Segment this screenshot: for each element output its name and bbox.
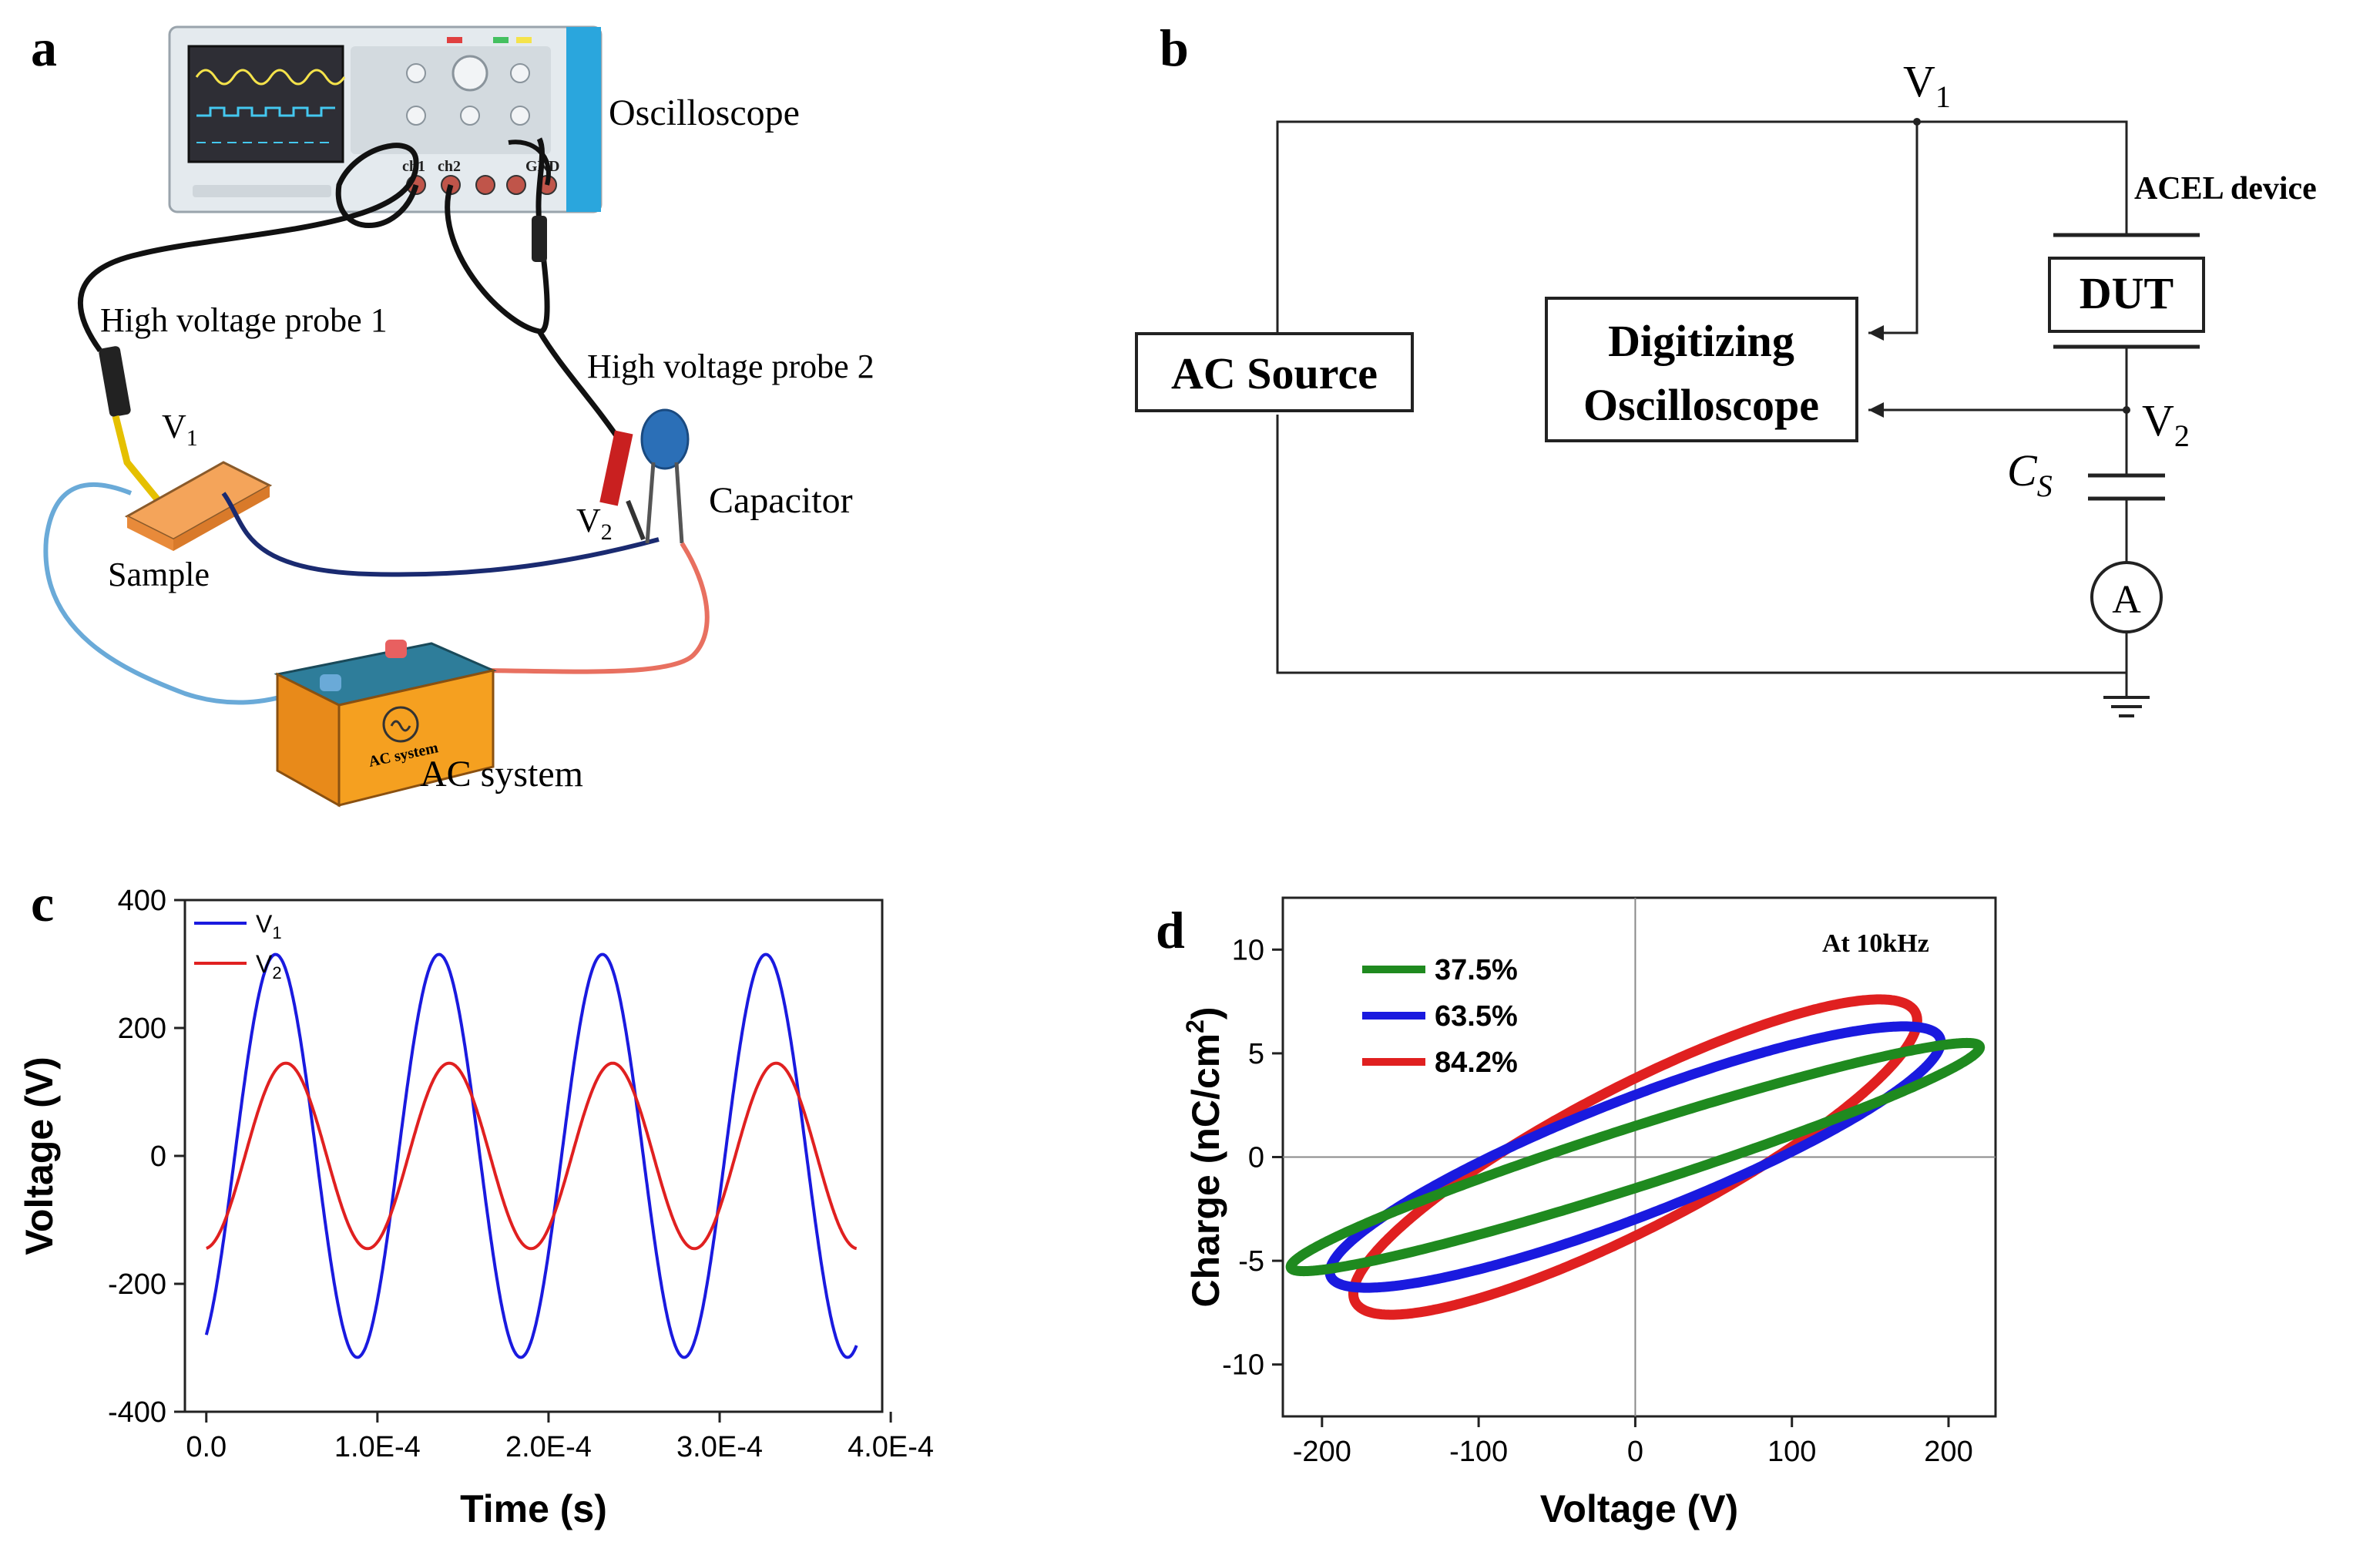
dut-box (2048, 257, 2205, 333)
panel-b-letter: b (1160, 18, 1189, 77)
frequency-annotation: At 10kHz (1822, 929, 1929, 958)
probe-2-v2-label: V2 (576, 502, 613, 545)
acel-device-label: ACEL device (2134, 171, 2317, 207)
capacitor-label: Capacitor (709, 480, 853, 521)
y-axis-label-end: ) (1184, 1006, 1227, 1020)
x-tick-label: 1.0E-4 (334, 1431, 421, 1463)
panel-b-circuit-diagram: b DUT ACEL device AC Source Digitizing O… (1135, 18, 2317, 717)
y-tick-label: -200 (108, 1268, 166, 1301)
x-tick-label: 100 (1767, 1436, 1816, 1468)
legend-label: 37.5% (1435, 954, 1518, 986)
digitizing-oscilloscope-box (1545, 297, 1858, 442)
panel-d-letter: d (1156, 901, 1185, 959)
x-axis-label: Time (s) (460, 1487, 607, 1530)
arrow-v1-to-scope (1868, 325, 1884, 341)
circuit-v1-label: V1 (1903, 56, 1951, 114)
y-tick-label: 5 (1248, 1038, 1264, 1070)
ammeter-icon (2090, 561, 2163, 633)
probe-1-cable (77, 143, 419, 353)
x-tick-label: 4.0E-4 (848, 1431, 934, 1463)
series-line-v1 (204, 952, 858, 1359)
y-axis-label: Charge (nC/cm2) (1181, 1006, 1227, 1307)
probe-1-label: High voltage probe 1 (100, 301, 388, 339)
node-v1 (1913, 118, 1921, 126)
circuit-v2-label: V2 (2142, 395, 2190, 453)
y-tick-label: 0 (1248, 1142, 1264, 1174)
legend-label: V1 (256, 910, 282, 942)
series-line-v2 (206, 1061, 858, 1251)
ac-source-box (1135, 332, 1414, 412)
sample-to-ac-system-wire (43, 482, 294, 705)
y-axis-label-main: Charge (nC/cm (1184, 1033, 1227, 1308)
x-tick-label: 2.0E-4 (505, 1431, 592, 1463)
x-tick-label: 0 (1627, 1436, 1643, 1468)
oscilloscope-device: ch1 ch2 GND (168, 25, 603, 213)
legend-label-sub: 1 (272, 923, 281, 942)
y-tick-label: 200 (118, 1013, 166, 1045)
probe-2-label: High voltage probe 2 (587, 348, 874, 385)
y-tick-label: 400 (118, 885, 166, 917)
ch2-port-label: ch2 (438, 158, 461, 175)
y-tick-label: -5 (1238, 1245, 1264, 1278)
panel-d-charge-voltage-chart: d -200 -100 0 100 200 -10 -5 0 5 10 Voltage (V) Cha… (1156, 896, 1997, 1530)
legend-label: 63.5% (1435, 1000, 1518, 1033)
hysteresis-loop-37.5pct (1285, 1037, 1986, 1277)
panel-c-voltage-waveform-chart: c 0.0 1.0E-4 2.0E-4 3.0E-4 4.0E-4 -400 -200 0 20… (18, 874, 934, 1530)
panel-a-letter: a (31, 18, 57, 77)
legend-label-sub: 2 (272, 963, 281, 983)
ac-system-box: AC system (274, 640, 497, 808)
x-tick-label: -200 (1293, 1436, 1351, 1468)
ground-clip (532, 216, 547, 262)
ammeter-label: A (2112, 578, 2141, 622)
x-tick-label: 3.0E-4 (676, 1431, 763, 1463)
cs-label: CS (2007, 445, 2053, 503)
y-tick-label: -10 (1222, 1349, 1264, 1382)
arrow-v2-to-scope (1868, 402, 1884, 418)
x-axis-label: Voltage (V) (1540, 1487, 1738, 1530)
legend-label: 84.2% (1435, 1046, 1518, 1079)
x-tick-label: 0.0 (186, 1431, 227, 1463)
chart-c: 0.0 1.0E-4 2.0E-4 3.0E-4 4.0E-4 -400 -200 0 200 4… (18, 885, 934, 1530)
panel-c-letter: c (31, 874, 54, 932)
digitizing-label: Digitizing (1608, 316, 1794, 366)
sample-to-capacitor-wire (221, 492, 660, 577)
y-axis-label: Voltage (V) (18, 1057, 61, 1255)
legend-label-main: V (256, 910, 273, 938)
legend-label: V2 (256, 950, 282, 983)
probe-2-tip (599, 430, 646, 541)
ac-system-label: AC system (420, 754, 583, 794)
y-axis-label-sup: 2 (1181, 1020, 1209, 1033)
capacitor-component (640, 408, 690, 544)
panel-a-setup-illustration: a ch1 ch2 (31, 18, 874, 808)
probe-2-cable (445, 137, 550, 334)
legend-label-main: V (256, 950, 273, 978)
y-tick-label: 10 (1232, 934, 1264, 966)
digitizing-oscilloscope-label: Oscilloscope (1583, 380, 1819, 430)
oscilloscope-label: Oscilloscope (609, 92, 800, 133)
probe-1-v1-label: V1 (162, 408, 198, 451)
x-tick-label: 200 (1924, 1436, 1972, 1468)
chart-d: -200 -100 0 100 200 -10 -5 0 5 10 Voltage (V) Charg… (1181, 896, 1997, 1530)
dut-label: DUT (2080, 268, 2174, 318)
ac-source-label: AC Source (1171, 348, 1378, 398)
probe-1-tip (99, 346, 165, 507)
sample-device (124, 461, 273, 551)
oscilloscope-screen (187, 45, 344, 163)
x-tick-label: -100 (1449, 1436, 1508, 1468)
y-tick-label: -400 (108, 1396, 166, 1429)
ground-icon (2103, 696, 2150, 717)
sample-label: Sample (108, 556, 210, 593)
node-v2 (2123, 406, 2130, 414)
y-tick-label: 0 (150, 1140, 166, 1173)
